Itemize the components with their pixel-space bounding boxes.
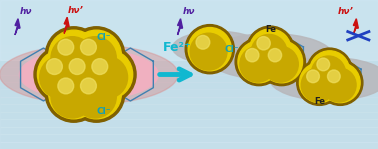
Circle shape (40, 56, 82, 99)
Circle shape (190, 33, 227, 70)
Ellipse shape (0, 45, 178, 104)
Circle shape (320, 63, 360, 103)
Circle shape (311, 56, 345, 90)
Circle shape (299, 63, 339, 103)
Bar (0, 74, 378, 82)
Circle shape (68, 27, 125, 83)
Bar (0, 0, 378, 60)
Circle shape (246, 26, 294, 74)
Circle shape (246, 48, 259, 62)
Circle shape (60, 50, 110, 99)
Circle shape (58, 78, 74, 94)
Circle shape (185, 25, 234, 74)
Bar (0, 134, 378, 142)
Polygon shape (64, 17, 69, 33)
Circle shape (58, 39, 74, 55)
Text: hν: hν (20, 7, 33, 16)
Circle shape (317, 58, 330, 71)
Circle shape (196, 35, 210, 49)
Circle shape (79, 46, 136, 103)
Bar (0, 119, 378, 127)
Circle shape (188, 28, 231, 71)
Bar (0, 37, 378, 45)
Circle shape (68, 66, 125, 122)
Bar (0, 104, 378, 112)
Circle shape (45, 27, 102, 83)
Circle shape (92, 59, 108, 74)
Circle shape (261, 41, 302, 83)
Circle shape (322, 68, 356, 102)
Circle shape (263, 46, 298, 82)
Bar (0, 127, 378, 134)
Circle shape (49, 69, 99, 119)
Circle shape (249, 29, 291, 71)
Bar (0, 82, 378, 89)
Polygon shape (353, 19, 358, 35)
Circle shape (46, 59, 62, 74)
Circle shape (51, 75, 94, 118)
Bar (0, 30, 378, 37)
Bar (0, 142, 378, 149)
Text: hν: hν (183, 7, 195, 16)
Circle shape (307, 70, 319, 83)
Bar (0, 97, 378, 104)
Ellipse shape (207, 34, 333, 80)
Text: Fe: Fe (265, 25, 276, 34)
Circle shape (83, 50, 133, 99)
Circle shape (81, 39, 96, 55)
Ellipse shape (172, 31, 262, 64)
Circle shape (57, 46, 113, 103)
Text: hν’: hν’ (68, 6, 84, 15)
Circle shape (258, 38, 305, 86)
Circle shape (85, 56, 127, 99)
Text: Fe: Fe (314, 97, 325, 106)
Circle shape (74, 75, 116, 118)
Text: Cl⁻: Cl⁻ (97, 33, 111, 42)
Circle shape (235, 38, 283, 86)
Circle shape (69, 59, 85, 74)
Ellipse shape (19, 49, 158, 100)
Circle shape (310, 51, 350, 91)
Bar (0, 112, 378, 119)
Polygon shape (178, 19, 183, 35)
Circle shape (318, 60, 363, 105)
Bar (0, 45, 378, 52)
Bar (0, 22, 378, 30)
Bar (0, 67, 378, 74)
Bar (0, 52, 378, 60)
Circle shape (49, 30, 99, 80)
Bar (0, 0, 378, 7)
Text: hν’: hν’ (338, 7, 354, 16)
Text: Fe²⁺: Fe²⁺ (163, 41, 192, 54)
Ellipse shape (270, 57, 378, 101)
Circle shape (37, 50, 87, 99)
Bar (0, 89, 378, 97)
Circle shape (74, 37, 116, 79)
Circle shape (257, 37, 270, 50)
Circle shape (251, 34, 287, 70)
Circle shape (71, 30, 121, 80)
Polygon shape (15, 19, 20, 35)
Circle shape (297, 60, 342, 105)
Circle shape (45, 66, 102, 122)
Text: Cl⁻: Cl⁻ (224, 45, 239, 54)
Circle shape (51, 37, 94, 79)
Bar (0, 15, 378, 22)
Circle shape (34, 46, 91, 103)
Circle shape (238, 41, 280, 83)
Circle shape (301, 68, 335, 102)
Circle shape (327, 70, 340, 83)
Text: Cl⁻: Cl⁻ (97, 107, 111, 116)
Bar (0, 7, 378, 15)
Circle shape (81, 78, 96, 94)
Circle shape (307, 48, 352, 93)
Circle shape (268, 48, 282, 62)
Circle shape (71, 69, 121, 119)
Circle shape (240, 46, 276, 82)
Circle shape (62, 56, 105, 99)
Bar (0, 60, 378, 67)
